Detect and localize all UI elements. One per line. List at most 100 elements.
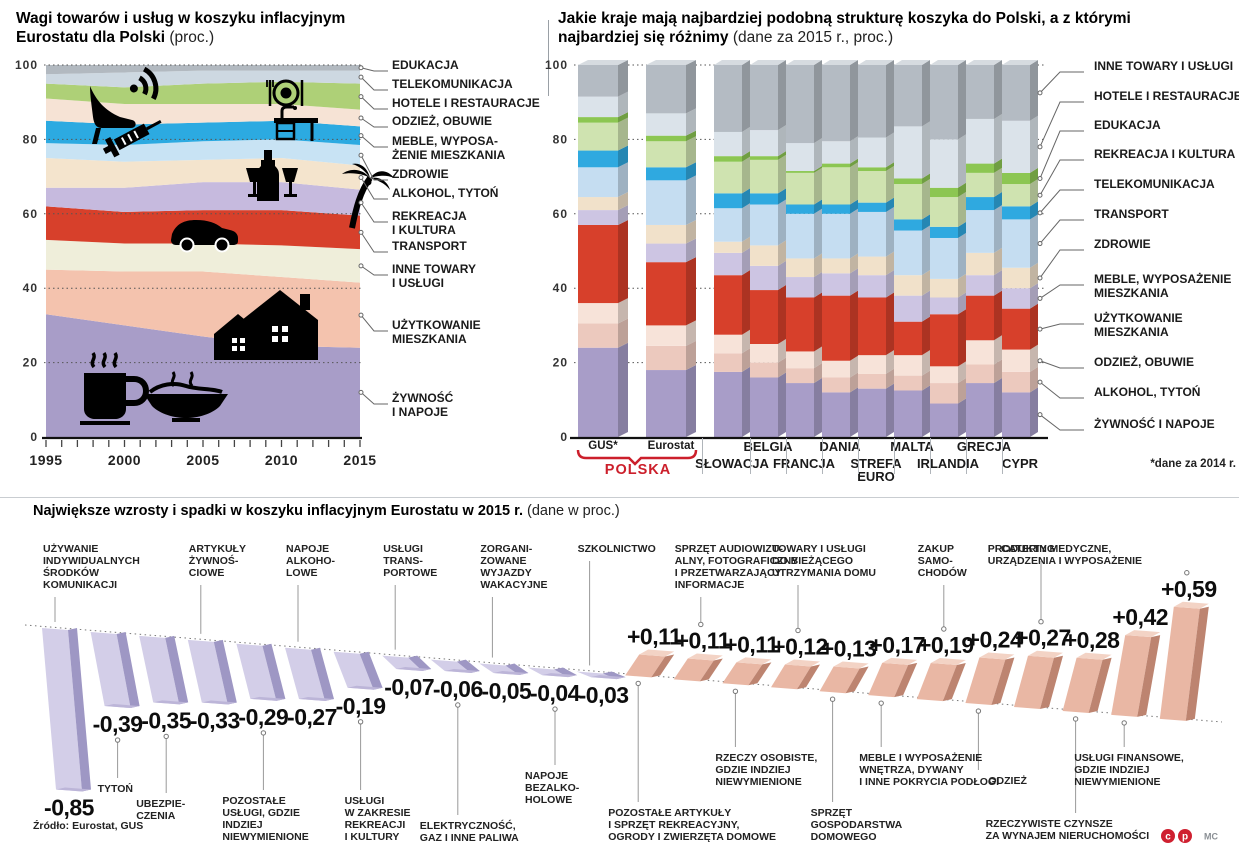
country-label-separator — [966, 438, 967, 474]
svg-text:2015: 2015 — [343, 452, 376, 468]
legend-item-rekreacja-i-kultura: REKREACJA I KULTURA — [392, 209, 467, 237]
country-label-strefa-euro: STREFA EURO — [850, 456, 902, 484]
area-band-rekreacja-i-kultura — [46, 182, 360, 216]
rise-bar-meble-i-wyposa-enie-wn-trza-dywany-i-inne-pokrycia-pod-ogi — [868, 657, 918, 698]
change-label-napoje: NAPOJE ALKOHO- LOWE — [286, 543, 335, 579]
svg-text:-0,29: -0,29 — [238, 704, 288, 730]
rise-bar-rzeczy-osobiste-gdzie-indziej-niewymienione — [722, 657, 772, 686]
legend-item-telekomunikacja: TELEKOMUNIKACJA — [392, 77, 513, 91]
fall-bar-artyku-y-ywno-ciowe — [187, 639, 237, 705]
svg-text:-0,03: -0,03 — [579, 682, 629, 708]
country-bar-malta — [894, 60, 930, 437]
svg-text:+0,17: +0,17 — [869, 632, 925, 658]
country-bar-cypr — [1002, 60, 1038, 437]
svg-text:1995: 1995 — [29, 452, 62, 468]
fall-bar-us-ugi-trans-portowe — [382, 655, 432, 671]
country-bar-francja — [786, 60, 822, 437]
legend-item-telekomunikacja: TELEKOMUNIKACJA — [1094, 177, 1215, 191]
fall-bar-us-ugi-w-zakresie-rekreacji-i-kultury — [333, 651, 383, 690]
pasta-bowl-icon — [144, 371, 228, 422]
area-chart-title-text: Wagi towarów i usług w koszyku inflacyjn… — [16, 10, 346, 46]
svg-text:2000: 2000 — [108, 452, 141, 468]
svg-text:+0,13: +0,13 — [821, 636, 877, 662]
change-label-sprz-t: SPRZĘT GOSPODARSTWA DOMOWEGO — [810, 807, 903, 843]
legend-item-odzie-obuwie: ODZIEŻ, OBUWIE — [392, 114, 492, 128]
svg-text:+0,12: +0,12 — [772, 633, 828, 659]
fall-bar-szkolnictwo — [576, 671, 626, 680]
country-label-gus: GUS* — [588, 440, 618, 452]
changes-chart-title-note: (dane w proc.) — [527, 503, 620, 519]
change-label-tyto: TYTOŃ — [97, 783, 133, 795]
rise-bar-zakup-samo-chod-w — [916, 658, 966, 702]
legend-item-inne-towary-i-us-ugi: INNE TOWARY I USŁUGI — [392, 262, 477, 290]
svg-text:-0,07: -0,07 — [384, 674, 434, 700]
country-label-eurostat: Eurostat — [647, 440, 695, 452]
change-label-us-ugi-finansowe: USŁUGI FINANSOWE, GDZIE INDZIEJ NIEWYMIENI… — [1074, 752, 1184, 788]
legend-item-odzie-obuwie: ODZIEŻ, OBUWIE — [1094, 355, 1194, 369]
svg-text:0: 0 — [560, 430, 568, 444]
rise-bar-rzeczywiste-czynsze-za-wynajem-nieruchomo-ci — [1062, 652, 1112, 713]
fall-bar-napoje-bezalko-holowe — [528, 667, 577, 678]
area-chart: 0 20 40 60 80 100 — [15, 58, 394, 468]
high-heel-icon — [90, 86, 136, 144]
bar-chart-title-text: Jakie kraje mają najbardziej podobną str… — [558, 10, 1131, 46]
change-label-pozosta-e-artyku-y: POZOSTAŁE ARTYKUŁY I SPRZĘT REKREACYJNY, O… — [608, 807, 776, 843]
svg-text:60: 60 — [553, 207, 568, 221]
svg-text:-0,05: -0,05 — [481, 678, 532, 704]
country-label-separator — [750, 438, 751, 474]
country-bar-eurostat — [646, 60, 696, 437]
bar-chart-title: Jakie kraje mają najbardziej podobną str… — [558, 10, 1148, 48]
polska-group-label: POLSKA — [604, 462, 672, 478]
svg-text:+0,59: +0,59 — [1161, 576, 1217, 602]
svg-text:-0,35: -0,35 — [141, 707, 192, 733]
fall-bar-zorgani-zowane-wyjazdy-wakacyjne — [479, 663, 529, 676]
area-band-edukacja — [46, 65, 360, 75]
changes-chart-title-text: Największe wzrosty i spadki w koszyku in… — [33, 503, 523, 519]
changes-3d-bar-chart: -0,85 -0,39-0,35-0,33-0,29-0,27-0,19-0,07… — [24, 561, 1223, 821]
svg-text:40: 40 — [553, 281, 568, 295]
change-label-zorgani: ZORGANI- ZOWANE WYJAZDY WAKACYJNE — [480, 543, 548, 591]
svg-text:+0,11: +0,11 — [724, 631, 779, 657]
source-note: Źródło: Eurostat, GUS — [33, 820, 144, 832]
svg-text:-0,33: -0,33 — [190, 708, 240, 734]
fall-bar-ubezpie-czenia — [139, 635, 189, 705]
country-bar-s-owacja — [714, 60, 750, 437]
change-label-pozosta-e: POZOSTAŁE USŁUGI, GDZIE INDZIEJ NIEWYMIENIO… — [222, 795, 309, 843]
svg-text:20: 20 — [553, 356, 568, 370]
country-label-separator — [701, 438, 703, 474]
svg-text:20: 20 — [23, 356, 38, 370]
coffee-mug-icon — [80, 352, 150, 425]
fall-bar-tyto — [90, 631, 140, 709]
country-label-malta: MALTA — [890, 439, 934, 454]
rise-bar-us-ugi-finansowe-gdzie-indziej-niewymienione — [1111, 630, 1161, 717]
svg-text:80: 80 — [553, 132, 568, 146]
rise-bar-sprz-t-gospodarstwa-domowego — [819, 661, 869, 694]
country-label-belgia: BELGIA — [743, 439, 793, 454]
svg-text:2005: 2005 — [186, 452, 219, 468]
svg-text:0: 0 — [30, 430, 38, 444]
title-divider — [548, 20, 549, 96]
svg-text:100: 100 — [545, 58, 568, 72]
svg-text:-0,27: -0,27 — [287, 704, 337, 730]
fall-bar-pozosta-e-us-ugi-gdzie-indziej-niewymienione — [236, 643, 286, 701]
change-label-rzeczy-osobiste: RZECZY OSOBISTE, GDZIE INDZIEJ NIEWYMIENIO… — [715, 752, 818, 788]
svg-text:c: c — [1165, 832, 1171, 843]
legend-item-hotele-i-restauracje: HOTELE I RESTAURACJE — [392, 96, 540, 110]
fall-bar-u-ywanie-indywidualnych-rodk-w-komunikacji — [42, 628, 91, 792]
legend-item-alkohol-tyto: ALKOHOL, TYTOŃ — [1094, 385, 1201, 399]
svg-text:2010: 2010 — [265, 452, 298, 468]
svg-text:+0,11: +0,11 — [676, 627, 731, 653]
syringe-icon — [102, 120, 162, 158]
car-icon — [171, 220, 238, 253]
rise-bar-produkty-medyczne-urz-dzenia-i-wyposa-enie — [1159, 601, 1209, 721]
rise-bar-sprz-t-audiowizu-alny-fotograficzny-i-przetwarzaj-cy-informacje — [673, 653, 723, 682]
svg-text:+0,19: +0,19 — [918, 632, 974, 658]
area-band-telekomunikacja — [46, 70, 360, 88]
legend-item-u-ytkowanie-mieszkania: UŻYTKOWANIE MIESZKANIA — [1094, 311, 1183, 339]
legend-item-edukacja: EDUKACJA — [1094, 118, 1161, 132]
country-label-francja: FRANCJA — [772, 456, 836, 471]
change-label-us-ugi: USŁUGI TRANS- PORTOWE — [383, 543, 438, 579]
change-label-sprz-t-audiowizu: SPRZĘT AUDIOWIZU- ALNY, FOTOGRAFICZNY I PR… — [674, 543, 799, 591]
legend-item-ywno-i-napoje: ŻYWNOŚĆ I NAPOJE — [392, 391, 454, 419]
